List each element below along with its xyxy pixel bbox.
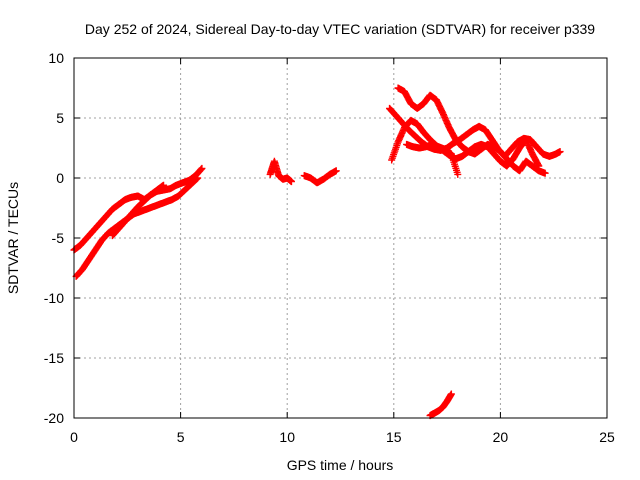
series-arc-9 bbox=[403, 140, 462, 178]
data-point bbox=[541, 169, 549, 177]
grid-layer bbox=[74, 58, 607, 418]
series-arc-7 bbox=[388, 116, 543, 170]
data-layer bbox=[70, 84, 564, 420]
x-tick-label: 25 bbox=[599, 429, 615, 445]
x-tick-label: 10 bbox=[279, 429, 295, 445]
series-arc-5 bbox=[300, 167, 340, 187]
x-tick-label: 20 bbox=[493, 429, 509, 445]
chart-title: Day 252 of 2024, Sidereal Day-to-day VTE… bbox=[85, 21, 595, 37]
y-tick-label: 10 bbox=[48, 50, 64, 66]
data-point bbox=[454, 170, 462, 178]
x-axis-label: GPS time / hours bbox=[287, 457, 394, 473]
data-point bbox=[556, 148, 564, 156]
data-point bbox=[287, 178, 295, 186]
series-arc-3 bbox=[108, 181, 168, 240]
data-point bbox=[332, 167, 340, 175]
series-arc-8 bbox=[394, 84, 549, 177]
x-tick-label: 5 bbox=[177, 429, 185, 445]
y-tick-label: 0 bbox=[56, 170, 64, 186]
y-axis-label: SDTVAR / TECUs bbox=[5, 182, 21, 294]
data-point bbox=[198, 164, 206, 172]
data-point bbox=[194, 174, 202, 182]
plot-frame bbox=[73, 57, 608, 419]
x-tick-label: 0 bbox=[70, 429, 78, 445]
y-tick-label: 5 bbox=[56, 110, 64, 126]
series-arc-10 bbox=[426, 390, 455, 420]
y-tick-label: -20 bbox=[44, 410, 64, 426]
series-arc-4 bbox=[266, 157, 295, 186]
data-point bbox=[447, 390, 455, 398]
x-tick-label: 15 bbox=[386, 429, 402, 445]
y-tick-label: -5 bbox=[52, 230, 65, 246]
data-point bbox=[160, 181, 168, 189]
y-tick-label: -10 bbox=[44, 290, 64, 306]
y-tick-label: -15 bbox=[44, 350, 64, 366]
tick-label-layer: 0 5 10 15 20 25 -20 -15 -10 -5 0 5 10 bbox=[44, 50, 615, 445]
